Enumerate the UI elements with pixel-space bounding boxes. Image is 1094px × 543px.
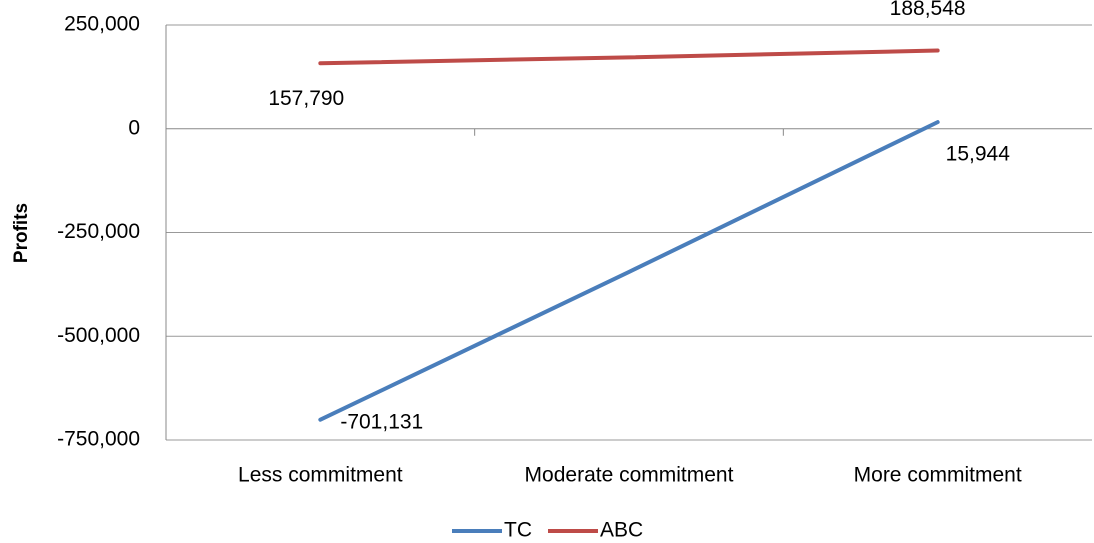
y-axis-label: Profits (11, 203, 32, 263)
legend-label: TC (504, 519, 532, 542)
x-tick-label: Less commitment (238, 464, 403, 487)
data-label: 157,790 (268, 87, 344, 110)
y-tick-label: -500,000 (57, 324, 140, 347)
legend-label: ABC (600, 519, 643, 542)
y-tick-label: 0 (128, 116, 140, 139)
line (318, 48, 940, 66)
line (318, 120, 940, 422)
x-tick-label: More commitment (854, 464, 1022, 487)
data-label: -701,131 (340, 410, 423, 433)
y-tick-label: 250,000 (64, 13, 140, 36)
data-label: 15,944 (946, 143, 1011, 166)
y-tick-label: -250,000 (57, 220, 140, 243)
y-tick-label: -750,000 (57, 428, 140, 451)
data-label: 188,548 (890, 0, 966, 20)
x-tick-label: Moderate commitment (525, 464, 734, 487)
